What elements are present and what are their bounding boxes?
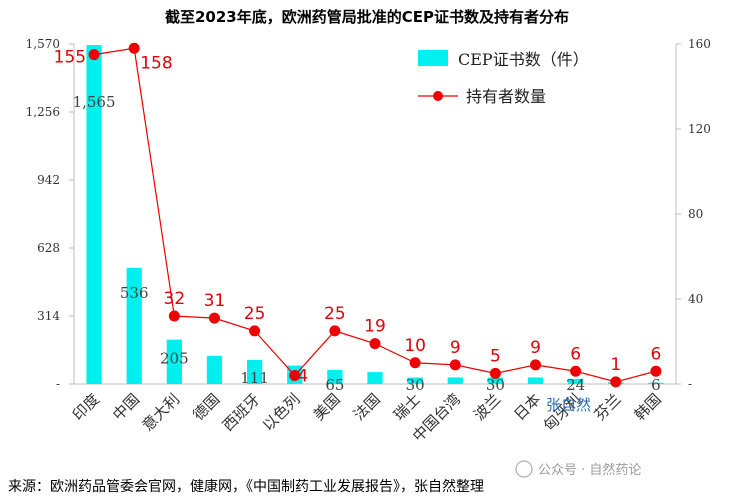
line-marker xyxy=(329,325,341,337)
line-data-label: 10 xyxy=(404,336,426,356)
category-label: 美国 xyxy=(310,390,344,424)
line-data-label: 9 xyxy=(450,338,461,358)
right-axis-tick-label: 160 xyxy=(688,37,711,51)
bar-data-label: 1,565 xyxy=(73,93,116,111)
right-axis-tick-label: - xyxy=(688,377,692,391)
line-data-label: 5 xyxy=(490,346,501,366)
line-marker xyxy=(88,49,100,61)
line-marker xyxy=(208,312,220,324)
watermark-text: 公众号 · 自然药论 xyxy=(538,462,641,478)
bar xyxy=(367,372,383,384)
bar-data-label: 205 xyxy=(160,350,189,368)
bar xyxy=(206,355,223,384)
category-label: 德国 xyxy=(189,390,223,424)
line-data-label: 32 xyxy=(164,289,186,309)
category-label: 法国 xyxy=(350,390,384,424)
bar xyxy=(487,377,504,384)
bar-series xyxy=(86,45,664,385)
bar xyxy=(447,377,463,384)
line-data-label: 6 xyxy=(651,344,662,364)
left-axis-tick-label: 1,256 xyxy=(26,105,60,119)
watermark: 公众号 · 自然药论 xyxy=(515,460,641,478)
line-data-label: 1 xyxy=(610,355,621,375)
bar-data-label: 30 xyxy=(406,376,425,394)
left-axis-tick-label: 314 xyxy=(37,309,60,323)
line-data-label: 19 xyxy=(364,317,386,337)
line-data-label: 31 xyxy=(204,291,226,311)
bar xyxy=(246,359,263,384)
line-marker xyxy=(128,42,140,54)
legend-bar-label: CEP证书数（件） xyxy=(458,50,589,69)
line-marker xyxy=(449,359,461,371)
line-data-label: 25 xyxy=(324,304,346,324)
left-axis-tick-label: 1,570 xyxy=(26,37,60,51)
line-series xyxy=(88,42,662,388)
signature-text: 张自然 xyxy=(546,396,591,414)
legend-line-label: 持有者数量 xyxy=(466,87,546,106)
category-label: 西班牙 xyxy=(219,390,264,435)
bar-data-label: 24 xyxy=(566,376,585,394)
category-label: 意大利 xyxy=(139,390,184,435)
bar xyxy=(86,45,102,385)
left-axis-tick-label: 628 xyxy=(37,241,60,255)
bar-data-label: 536 xyxy=(120,284,149,302)
category-label: 中国 xyxy=(109,390,143,424)
legend: CEP证书数（件） 持有者数量 xyxy=(418,50,589,106)
bar-data-label: 111 xyxy=(240,369,269,387)
legend-bar-swatch xyxy=(418,50,448,66)
bar xyxy=(527,377,544,384)
category-label: 瑞士 xyxy=(390,390,424,424)
line-marker xyxy=(409,357,421,369)
category-label: 以色列 xyxy=(259,390,304,435)
line-labels: 155 158 32 31 25 4 25 19 10 9 5 9 6 1 6 xyxy=(54,48,662,387)
line-data-label: 25 xyxy=(244,304,266,324)
right-axis-tick-label: 40 xyxy=(688,292,703,306)
line-marker xyxy=(650,365,662,377)
line-marker xyxy=(610,376,622,388)
wechat-icon xyxy=(515,460,533,478)
line-marker xyxy=(289,370,301,381)
line-data-label: 155 xyxy=(54,48,86,68)
line-marker xyxy=(570,365,582,377)
category-label: 日本 xyxy=(510,390,544,424)
line-data-label: 9 xyxy=(530,338,541,358)
chart-title: 截至2023年底，欧洲药管局批准的CEP证书数及持有者分布 xyxy=(165,8,569,26)
bar xyxy=(648,382,664,384)
legend-line-marker xyxy=(433,91,443,101)
bar xyxy=(327,369,343,384)
line-marker xyxy=(168,310,180,322)
line-marker xyxy=(369,338,381,350)
bar-data-label: 6 xyxy=(651,376,661,394)
bar xyxy=(126,267,142,384)
bar xyxy=(407,377,423,384)
category-label: 芬兰 xyxy=(591,390,625,424)
line-marker xyxy=(489,367,501,379)
category-label: 印度 xyxy=(69,390,103,424)
line-data-label: 158 xyxy=(140,53,172,73)
category-label: 韩国 xyxy=(631,390,665,424)
category-label: 波兰 xyxy=(470,390,504,424)
right-axis-tick-label: 120 xyxy=(688,122,711,136)
left-axis-tick-label: - xyxy=(56,377,60,391)
line-data-label: 4 xyxy=(297,367,308,387)
bar xyxy=(568,378,584,384)
line-data-label: 6 xyxy=(570,344,581,364)
bar xyxy=(166,339,182,384)
bar-data-label: 30 xyxy=(486,376,505,394)
line-marker xyxy=(249,325,261,337)
line-marker xyxy=(530,359,542,371)
bar-data-label: 65 xyxy=(325,376,344,394)
left-axis-tick-label: 942 xyxy=(37,173,60,187)
source-note: 来源：欧洲药品管委会官网，健康网，《中国制药工业发展报告》，张自然整理 xyxy=(8,478,484,495)
right-axis-tick-label: 80 xyxy=(688,207,703,221)
